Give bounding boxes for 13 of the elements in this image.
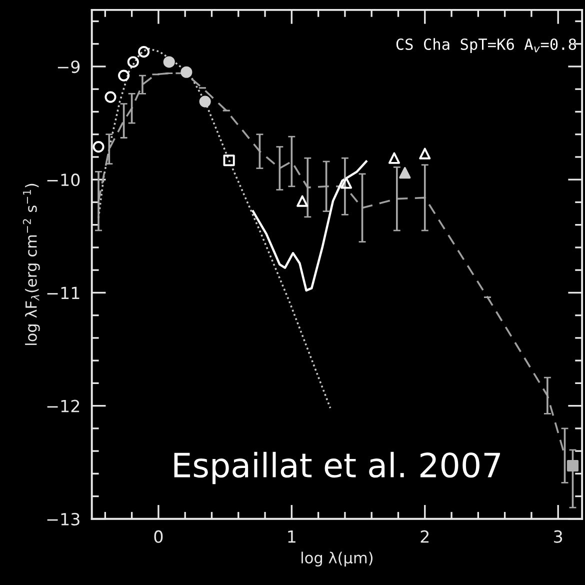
y-tick-label: −13 — [47, 512, 80, 526]
x-tick-label: 3 — [554, 530, 562, 543]
y-tick-label: −10 — [47, 174, 80, 186]
x-tick-label: 2 — [420, 530, 429, 543]
x-tick-label: 1 — [288, 530, 296, 543]
annotation: Espaillat et al. 2007 — [174, 452, 500, 484]
y-tick-label: −12 — [47, 400, 80, 412]
annotation: CS Cha SpT=K6 A$_{v}$=0.8 — [396, 38, 576, 53]
x-axis-title: log λ(μm) — [302, 552, 372, 566]
y-tick-label: −11 — [47, 286, 80, 300]
x-tick-label: 0 — [154, 530, 163, 543]
y-tick-label: −9 — [58, 60, 80, 74]
y-axis-title: log λF$_{λ}$(erg cm$^{−2}$ s$^{−1}$) — [22, 184, 40, 345]
